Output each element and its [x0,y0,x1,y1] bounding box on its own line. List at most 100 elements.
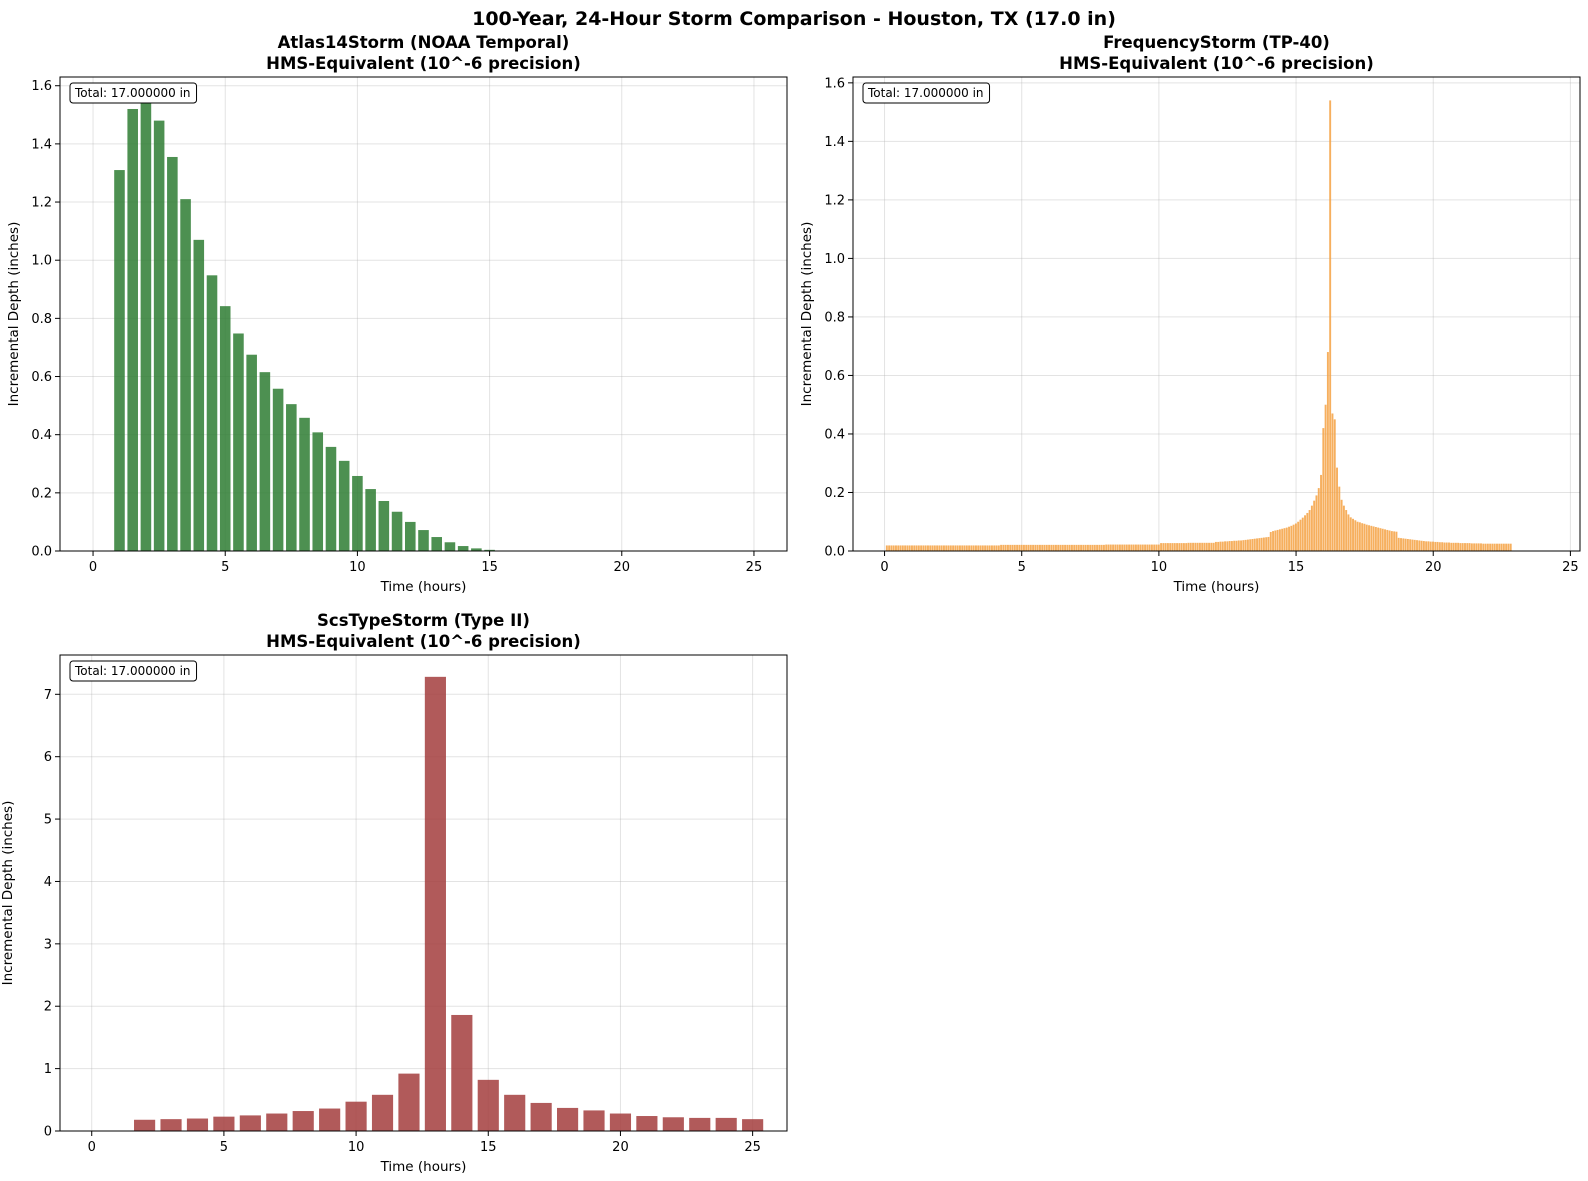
grid-lines [853,77,1580,552]
bar [689,1117,711,1131]
bar [1210,542,1213,551]
bar [206,275,218,551]
bar [897,545,900,551]
bar [890,545,893,551]
bar [1134,544,1137,551]
bar [899,545,902,551]
bar [1320,474,1322,551]
bar [968,545,971,551]
bar [1480,543,1482,551]
x-tick-label: 20 [612,1140,629,1155]
bar [1260,537,1263,551]
bar [1025,544,1028,551]
bar [1333,419,1336,551]
bar [1322,428,1325,551]
bar [1237,540,1240,551]
y-tick-label: 1.6 [31,79,52,94]
bar [1397,537,1400,551]
bar [1294,523,1297,551]
bar [1217,541,1220,551]
bar [1505,543,1508,551]
y-tick-label: 4 [44,875,52,890]
bar [365,489,376,551]
bar [997,545,1000,551]
figure-suptitle: 100-Year, 24-Hour Storm Comparison - Hou… [472,8,1116,30]
bar [1246,539,1249,551]
annotation-text: Total: 17.000000 in [74,86,191,100]
bar [1064,544,1067,551]
bar [984,545,987,551]
bar [1004,544,1007,551]
bar [1249,539,1252,551]
bar [1413,539,1416,551]
bar [1336,467,1338,551]
bar [1182,543,1185,551]
bar [325,446,337,551]
bar [1011,544,1014,551]
y-tick-label: 0.8 [824,310,845,325]
bar [1144,544,1147,551]
bar [1068,544,1071,551]
bar [345,1101,367,1131]
bar [1002,544,1005,551]
bar [970,545,973,551]
bar [1013,544,1016,551]
bar [959,545,961,551]
bar [1342,505,1345,551]
bar [922,545,925,551]
bar [1301,517,1304,551]
bar [1201,542,1204,551]
bar [908,545,911,551]
x-tick-label: 5 [221,560,229,575]
bar [1224,541,1227,551]
bar [1290,525,1293,551]
annotation-box [862,82,991,104]
bar [1393,531,1396,551]
bar [1466,543,1469,551]
bar [1253,538,1256,551]
bar [895,545,897,551]
y-tick-label: 1.6 [824,76,845,91]
bar [1388,530,1391,551]
bar [1356,521,1359,551]
bar [988,545,991,551]
x-tick-label: 25 [746,560,763,575]
bar [609,1113,632,1131]
bar [1070,544,1073,551]
bar [945,545,948,551]
bar [1169,543,1172,551]
bar [1411,539,1414,551]
y-tick-label: 1.4 [31,137,52,152]
bar [418,530,429,551]
bar [1059,544,1062,551]
bar [1489,543,1492,551]
bar [371,1094,394,1131]
bar [1363,523,1366,551]
bar [1173,543,1176,551]
bar [219,306,231,551]
x-tick-label: 10 [1151,560,1168,575]
bar [1484,543,1487,551]
bar [995,545,998,551]
bar [1262,537,1265,551]
bar [127,108,138,551]
bar [915,545,918,551]
bar [913,545,916,551]
bar [1345,510,1348,551]
bar [1491,543,1494,551]
bar [1477,543,1480,551]
y-tick-label: 0.6 [824,369,845,384]
bar [1452,542,1455,551]
x-tick-label: 10 [348,1140,365,1155]
bar [1502,543,1505,551]
x-axis-label: Time (hours) [1173,579,1260,595]
bar [1448,542,1450,551]
bar [1256,538,1259,551]
bar [1372,526,1375,551]
bar [1226,541,1229,551]
bar [1219,541,1222,551]
bar [1080,544,1083,551]
bar [444,542,456,551]
bar [1061,544,1064,551]
bar [239,1115,261,1131]
